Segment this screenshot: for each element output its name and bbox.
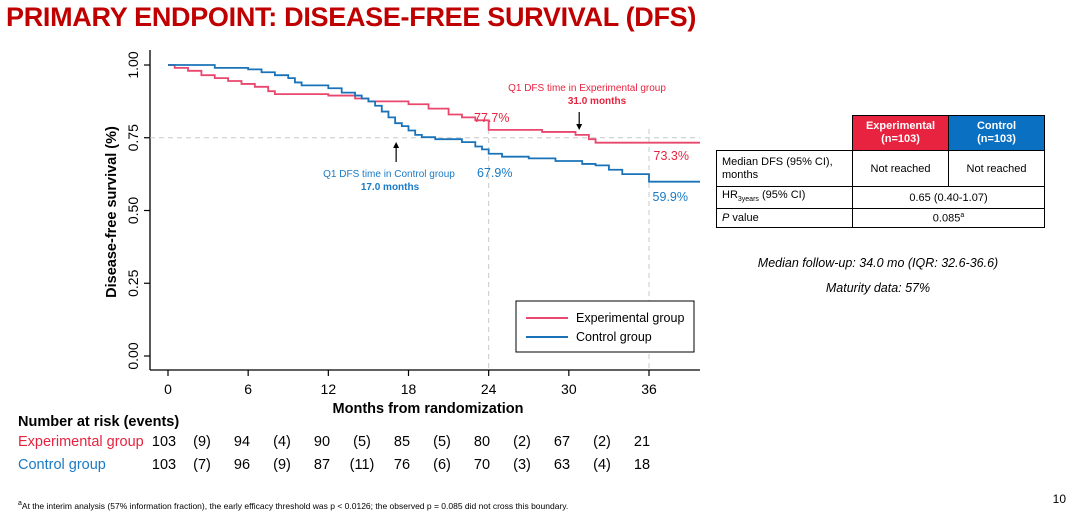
risk-cell: (6) bbox=[433, 457, 451, 473]
risk-cell: 90 bbox=[313, 434, 331, 450]
y-tick-label: 0.25 bbox=[125, 269, 141, 296]
row-label-p-value: P value bbox=[716, 208, 853, 229]
risk-cell: (4) bbox=[593, 457, 611, 473]
survival-label-exp-24m: 77.7% bbox=[474, 111, 509, 125]
survival-label-ctl-24m: 67.9% bbox=[477, 166, 512, 180]
x-tick-label: 36 bbox=[641, 381, 657, 397]
chart-axes: 0.00 0.25 0.50 0.75 1.00 0 6 12 18 24 30 36 Months f… bbox=[104, 50, 700, 417]
risk-cell: (5) bbox=[353, 434, 371, 450]
legend-label-control: Control group bbox=[576, 330, 652, 344]
risk-cell: (2) bbox=[513, 434, 531, 450]
footnote: aAt the interim analysis (57% informatio… bbox=[18, 500, 569, 511]
risk-cell: 76 bbox=[393, 457, 411, 473]
x-tick-label: 24 bbox=[481, 381, 497, 397]
q1-exp-label: Q1 DFS time in Experimental group bbox=[508, 83, 666, 94]
y-tick-label: 0.00 bbox=[125, 342, 141, 369]
x-tick-label: 6 bbox=[244, 381, 252, 397]
chart-annotations: 77.7% 73.3% 67.9% 59.9% Q1 DFS time in Exper… bbox=[323, 83, 689, 204]
risk-cell: 80 bbox=[473, 434, 491, 450]
q1-ctl-label: Q1 DFS time in Control group bbox=[323, 169, 455, 180]
risk-cell: 63 bbox=[553, 457, 571, 473]
x-axis-label: Months from randomization bbox=[333, 401, 524, 417]
maturity-note: Maturity data: 57% bbox=[825, 281, 931, 295]
survival-label-ctl-36m: 59.9% bbox=[653, 190, 688, 204]
risk-cell: (2) bbox=[593, 434, 611, 450]
km-chart: 0.00 0.25 0.50 0.75 1.00 0 6 12 18 24 30 36 Months f… bbox=[104, 50, 700, 417]
risk-cell: (9) bbox=[193, 434, 211, 450]
q1-ctl-arrowhead bbox=[393, 142, 400, 148]
km-curve-control bbox=[168, 64, 700, 183]
risk-cell: 21 bbox=[633, 434, 651, 450]
y-tick-label: 1.00 bbox=[125, 51, 141, 78]
risk-cell: 103 bbox=[151, 434, 177, 450]
risk-table-title: Number at risk (events) bbox=[18, 414, 180, 430]
q1-exp-arrowhead bbox=[576, 124, 583, 130]
risk-row-label: Control group bbox=[18, 457, 106, 473]
risk-cell: 103 bbox=[151, 457, 177, 473]
risk-row-label: Experimental group bbox=[18, 434, 144, 450]
header-experimental: Experimental (n=103) bbox=[852, 115, 949, 151]
x-tick-label: 30 bbox=[561, 381, 577, 397]
risk-cell: (5) bbox=[433, 434, 451, 450]
median-dfs-control: Not reached bbox=[948, 150, 1045, 187]
legend-box bbox=[515, 300, 695, 353]
risk-cell: 85 bbox=[393, 434, 411, 450]
risk-cell: 70 bbox=[473, 457, 491, 473]
x-tick-label: 0 bbox=[164, 381, 172, 397]
risk-cell: 96 bbox=[233, 457, 251, 473]
risk-cell: (3) bbox=[513, 457, 531, 473]
x-tick-label: 12 bbox=[321, 381, 337, 397]
header-control: Control (n=103) bbox=[948, 115, 1045, 151]
risk-cell: (7) bbox=[193, 457, 211, 473]
risk-cell: 94 bbox=[233, 434, 251, 450]
y-axis-label: Disease-free survival (%) bbox=[104, 126, 120, 298]
legend-label-experimental: Experimental group bbox=[576, 311, 684, 325]
risk-cell: 87 bbox=[313, 457, 331, 473]
survival-label-exp-36m: 73.3% bbox=[654, 149, 689, 163]
y-tick-label: 0.75 bbox=[125, 124, 141, 151]
row-label-hr: HR3years (95% CI) bbox=[716, 185, 853, 210]
x-tick-label: 18 bbox=[401, 381, 417, 397]
q1-exp-value: 31.0 months bbox=[568, 96, 627, 107]
summary-table: Experimental (n=103) Control (n=103) Media… bbox=[716, 115, 1045, 229]
hr-value: 0.65 (0.40-1.07) bbox=[852, 185, 1045, 210]
risk-cell: (9) bbox=[273, 457, 291, 473]
page-number: 10 bbox=[1052, 492, 1066, 506]
page-title: PRIMARY ENDPOINT: DISEASE-FREE SURVIVAL … bbox=[6, 2, 697, 32]
y-tick-label: 0.50 bbox=[125, 197, 141, 224]
survival-curves bbox=[168, 64, 700, 183]
row-label-median-dfs: Median DFS (95% CI), months bbox=[716, 150, 853, 187]
risk-cell: (11) bbox=[349, 457, 375, 473]
q1-ctl-value: 17.0 months bbox=[361, 182, 420, 193]
median-dfs-experimental: Not reached bbox=[852, 150, 949, 187]
risk-cell: 18 bbox=[633, 457, 651, 473]
follow-up-note: Median follow-up: 34.0 mo (IQR: 32.6-36.… bbox=[757, 256, 999, 270]
risk-cell: (4) bbox=[273, 434, 291, 450]
p-value: 0.085a bbox=[852, 208, 1045, 229]
chart-legend: Experimental group Control group bbox=[515, 300, 695, 353]
risk-cell: 67 bbox=[553, 434, 571, 450]
